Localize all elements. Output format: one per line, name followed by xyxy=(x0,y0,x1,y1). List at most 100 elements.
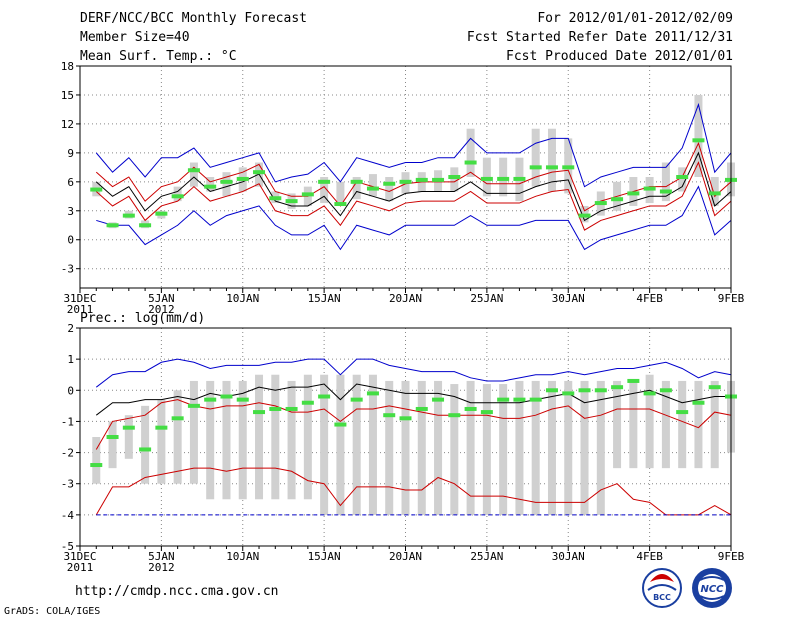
prec-observed-marker xyxy=(187,403,200,408)
temp-box xyxy=(385,177,394,202)
temp-xtick-label: 5JAN xyxy=(148,292,175,305)
prec-xtick-label: 31DEC xyxy=(63,550,96,563)
prec-box xyxy=(661,380,670,469)
temp-observed-marker xyxy=(432,177,445,182)
prec-box xyxy=(564,380,573,515)
temp-observed-marker xyxy=(611,197,624,202)
prec-observed-marker xyxy=(106,435,119,439)
temp-observed-marker xyxy=(497,176,510,181)
prec-box xyxy=(271,374,280,500)
temp-xtick-label: 25JAN xyxy=(470,292,503,305)
temp-observed-marker xyxy=(383,181,396,186)
temp-observed-marker xyxy=(529,165,542,170)
temp-observed-marker xyxy=(285,199,298,204)
prec-box xyxy=(255,374,264,500)
prec-box xyxy=(515,380,524,515)
figure-title: DERF/NCC/BCC Monthly Forecast xyxy=(80,11,307,26)
temp-xtick-sublabel: 2011 xyxy=(67,303,94,316)
temp-ytick-label: 3 xyxy=(67,205,74,218)
prec-ytick-label: -5 xyxy=(61,540,74,553)
temp-observed-marker xyxy=(415,177,428,182)
temp-box xyxy=(531,128,540,187)
prec-ytick-label: 2 xyxy=(67,322,74,335)
prec-xtick-label: 10JAN xyxy=(226,550,259,563)
temp-xtick-label: 20JAN xyxy=(389,292,422,305)
temp-xtick-label: 10JAN xyxy=(226,292,259,305)
temp-xtick-sublabel: 2012 xyxy=(148,303,175,316)
temp-box xyxy=(368,174,377,197)
temp-xtick-label: 30JAN xyxy=(552,292,585,305)
temp-observed-marker xyxy=(448,175,461,179)
temp-observed-marker xyxy=(578,213,591,218)
temp-observed-marker xyxy=(106,223,119,228)
prec-observed-marker xyxy=(350,397,363,402)
grads-credit: GrADS: COLA/IGES xyxy=(4,606,100,617)
temp-box xyxy=(352,177,361,200)
prec-observed-marker xyxy=(90,463,103,468)
prec-box xyxy=(222,380,231,500)
prec-box xyxy=(547,380,556,515)
temp-ytick-label: 9 xyxy=(67,147,74,160)
prec-box xyxy=(466,380,475,515)
prec-observed-marker xyxy=(497,397,510,402)
prec-line-ensemble-lower xyxy=(95,399,732,450)
temp-line-ensemble-mean xyxy=(95,151,732,222)
temp-box xyxy=(222,172,231,197)
temp-box xyxy=(206,177,215,192)
temp-observed-marker xyxy=(139,223,152,228)
prec-observed-marker xyxy=(318,394,331,399)
prec-observed-marker xyxy=(285,406,298,411)
temp-box xyxy=(678,167,687,192)
temp-observed-marker xyxy=(236,176,249,181)
prec-observed-marker xyxy=(708,385,721,390)
fcst-produced-date: Fcst Produced Date 2012/01/01 xyxy=(506,49,733,64)
member-size: Member Size=40 xyxy=(80,30,190,45)
prec-line-ensemble-min xyxy=(95,467,732,516)
prec-observed-marker xyxy=(594,388,607,393)
temp-observed-marker xyxy=(562,165,575,170)
source-url[interactable]: http://cmdp.ncc.cma.gov.cn xyxy=(75,584,279,599)
prec-box xyxy=(434,380,443,515)
prec-xtick-label: 20JAN xyxy=(389,550,422,563)
prec-observed-marker xyxy=(139,447,152,452)
prec-observed-marker xyxy=(513,397,526,402)
prec-box xyxy=(124,415,133,459)
prec-observed-marker xyxy=(383,413,396,418)
temp-observed-marker xyxy=(204,184,217,189)
prec-ytick-label: -3 xyxy=(61,478,74,491)
prec-box xyxy=(189,380,198,484)
temp-box xyxy=(189,162,198,187)
prec-box xyxy=(92,437,101,484)
prec-xtick-label: 9FEB xyxy=(718,550,745,563)
temp-observed-marker xyxy=(480,176,493,181)
temp-ytick-label: -3 xyxy=(61,263,74,276)
prec-observed-marker xyxy=(334,422,347,427)
temp-box xyxy=(336,181,345,206)
temp-observed-marker xyxy=(464,160,477,165)
temp-observed-marker xyxy=(708,191,721,196)
prec-observed-marker xyxy=(432,397,445,402)
prec-observed-marker xyxy=(448,413,461,418)
prec-box xyxy=(157,399,166,484)
prec-xtick-sublabel: 2011 xyxy=(67,561,94,574)
temp-observed-marker xyxy=(659,189,672,194)
temp-xtick-label: 15JAN xyxy=(308,292,341,305)
prec-xtick-label: 15JAN xyxy=(308,550,341,563)
prec-observed-marker xyxy=(562,391,575,396)
temp-observed-marker xyxy=(334,202,347,207)
prec-box xyxy=(352,374,361,515)
variable-label: Mean Surf. Temp.: °C xyxy=(80,49,237,64)
prec-ytick-label: -2 xyxy=(61,447,74,460)
prec-observed-marker xyxy=(529,397,542,402)
prec-box xyxy=(450,384,459,515)
temp-line-ensemble-max xyxy=(95,102,732,188)
temp-line-ensemble-upper xyxy=(95,141,732,212)
prec-box xyxy=(629,380,638,469)
precip-title: Prec.: log(mm/d) xyxy=(80,311,205,326)
prec-box xyxy=(482,384,491,515)
temp-ytick-label: 0 xyxy=(67,234,74,247)
temp-observed-marker xyxy=(269,196,282,201)
